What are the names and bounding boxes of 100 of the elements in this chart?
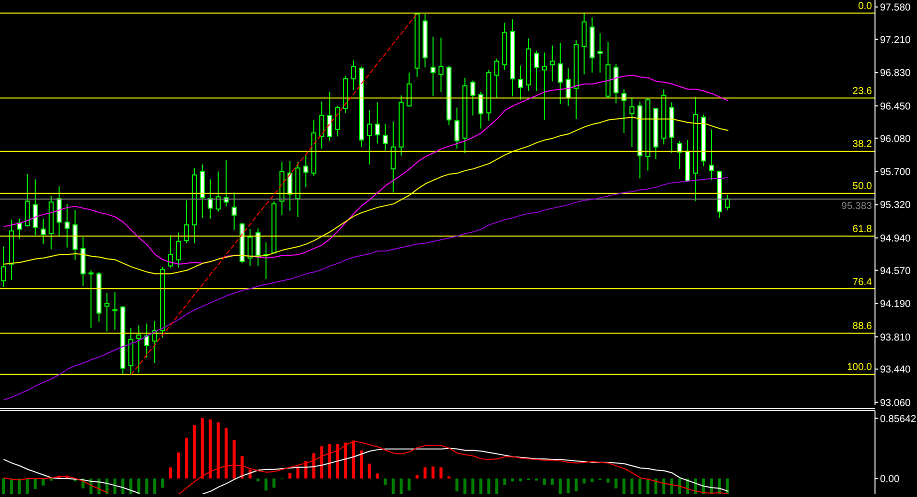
candlestick (598, 32, 603, 74)
bar (432, 466, 435, 479)
bar (447, 476, 450, 479)
candlestick (438, 37, 444, 92)
annotation: 50.0 (852, 181, 872, 192)
y-tick-label: 94.570 (880, 266, 912, 277)
candlestick (144, 323, 150, 358)
bar (408, 478, 411, 490)
bar (566, 478, 570, 494)
bar (558, 478, 562, 494)
annotation: 0.0 (858, 1, 872, 12)
annotation: 38.2 (852, 139, 872, 150)
bar (161, 478, 164, 488)
candlestick (303, 154, 308, 188)
candlestick (112, 292, 118, 330)
candlestick (534, 50, 539, 92)
bar (153, 478, 156, 494)
bar (463, 478, 466, 494)
bar (440, 467, 442, 479)
candlestick (382, 124, 388, 151)
bar (416, 475, 419, 479)
candlestick (216, 170, 221, 212)
y-tick-label: 96.830 (880, 68, 912, 80)
candlestick (542, 52, 547, 120)
candlestick (406, 72, 412, 108)
candlestick (176, 232, 181, 268)
bar (424, 467, 427, 479)
annotation: 100.0 (846, 362, 872, 374)
candlestick (351, 60, 356, 91)
bar (630, 478, 634, 494)
bar (384, 478, 387, 485)
bar (503, 478, 506, 485)
bar (670, 478, 674, 494)
annotation: 88.6 (852, 321, 872, 332)
bar (606, 478, 610, 483)
ref-line-label: 95.383 (841, 201, 872, 212)
bar (272, 478, 276, 488)
y-tick-label: 96.450 (880, 101, 912, 112)
bar (519, 478, 522, 482)
candlestick (621, 88, 626, 134)
bar (622, 478, 626, 494)
y-tick-label: 96.080 (880, 134, 912, 145)
bar (400, 478, 403, 494)
bar (2, 478, 5, 494)
candlestick (104, 292, 110, 332)
candlestick (319, 100, 324, 150)
y-tick-label: 0.85642 (880, 414, 917, 425)
candlestick (478, 91, 484, 130)
bar (312, 453, 316, 479)
candlestick (390, 121, 396, 193)
candlestick (708, 128, 714, 181)
bar (582, 478, 586, 484)
candlestick (454, 107, 460, 150)
candlestick (724, 194, 730, 210)
candlestick (470, 80, 476, 116)
line-series (3, 177, 728, 400)
bar (662, 478, 666, 494)
candlestick (558, 42, 563, 105)
bar (574, 478, 578, 492)
bar (288, 472, 292, 479)
bar (376, 474, 379, 479)
candlestick (184, 200, 189, 244)
candlestick (518, 65, 524, 100)
y-tick-label: 95.320 (880, 200, 912, 212)
y-tick-label: 93.060 (880, 398, 912, 409)
candlestick (566, 68, 571, 106)
annotation: 76.4 (852, 276, 872, 288)
candlestick (366, 110, 372, 165)
bar (177, 452, 180, 479)
bar (511, 478, 514, 482)
candlestick (248, 228, 253, 266)
candlestick (430, 36, 436, 97)
y-tick-label: 94.190 (880, 299, 912, 310)
candlestick (168, 234, 174, 268)
candlestick (208, 178, 213, 220)
bar (360, 450, 363, 479)
bar (455, 478, 458, 492)
candlestick (287, 160, 292, 212)
bar (495, 478, 498, 494)
bar (368, 464, 371, 479)
bar (336, 444, 340, 479)
candlestick (256, 228, 261, 266)
y-tick-label: 0.00 (880, 474, 900, 486)
y-tick-label: 94.940 (880, 233, 912, 244)
candlestick (136, 324, 142, 374)
candlestick (550, 44, 555, 82)
candlestick (629, 96, 634, 148)
y-tick-label: 93.810 (880, 332, 912, 344)
candlestick (64, 203, 70, 248)
bar (328, 444, 332, 479)
bar (614, 478, 618, 488)
y-tick-label: 93.440 (880, 364, 912, 376)
bar (638, 478, 642, 494)
candlestick (232, 192, 237, 231)
bar (113, 478, 116, 494)
bar (18, 478, 21, 494)
bar (240, 456, 244, 479)
bar (654, 478, 658, 494)
bar (487, 478, 490, 494)
bar (10, 478, 13, 494)
